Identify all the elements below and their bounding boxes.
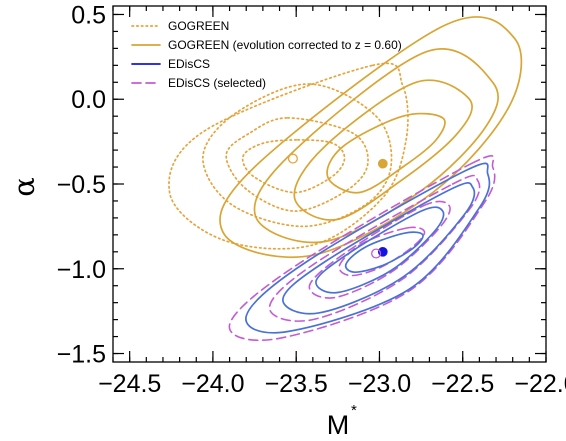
contours-layer: [168, 16, 523, 342]
x-tick-label: −23.0: [348, 370, 411, 398]
x-tick-label: −22.0: [514, 370, 566, 398]
ticks-layer: [112, 6, 547, 362]
y-tick-labels: 0.5 0.0 −0.5 −1.0 −1.5: [57, 2, 106, 369]
x-tick-labels: −24.5 −24.0 −23.5 −23.0 −22.5 −22.0: [98, 370, 566, 398]
contour-series-4-level-4: [245, 162, 491, 334]
markers-layer: [287, 153, 388, 259]
contour-series-3-level-4: [228, 155, 496, 342]
contour-series-4-level-1: [344, 231, 424, 274]
y-tick-label: −1.5: [57, 341, 106, 369]
legend-label-2: EDisCS: [168, 57, 210, 71]
contour-series-0-level-3: [202, 83, 393, 228]
contour-series-1-level-2: [293, 79, 473, 221]
contour-series-1-level-1: [326, 112, 446, 194]
best-fit-point-series-0: [287, 153, 298, 164]
y-axis-title: α: [7, 177, 41, 197]
legend: GOGREEN GOGREEN (evolution corrected to z…: [131, 19, 402, 90]
contour-series-3-level-1: [338, 226, 426, 277]
contour-series-3-level-3: [268, 174, 481, 322]
contour-series-4-level-3: [282, 182, 476, 315]
x-axis-title: M: [327, 410, 350, 440]
best-fit-point-series-3: [371, 248, 382, 259]
contour-series-1-level-4: [219, 16, 523, 259]
y-tick-label: −1.0: [57, 256, 106, 284]
contour-series-0-level-4: [168, 62, 409, 250]
legend-label-0: GOGREEN: [168, 19, 229, 33]
x-tick-label: −23.5: [265, 370, 328, 398]
legend-label-1: GOGREEN (evolution corrected to z = 0.60…: [168, 38, 402, 52]
x-axis-title-superscript: *: [351, 402, 357, 419]
best-fit-point-series-1: [377, 158, 388, 169]
x-tick-label: −24.0: [181, 370, 244, 398]
y-tick-label: −0.5: [57, 171, 106, 199]
contour-series-1-level-3: [253, 48, 499, 244]
x-tick-label: −22.5: [431, 370, 494, 398]
contour-series-3-level-2: [308, 200, 451, 299]
y-tick-label: 0.0: [71, 86, 106, 114]
legend-label-3: EDisCS (selected): [168, 76, 266, 90]
y-tick-label: 0.5: [71, 2, 106, 30]
x-tick-label: −24.5: [98, 370, 161, 398]
contour-series-0-level-2: [225, 117, 369, 212]
contour-series-4-level-2: [315, 206, 445, 294]
